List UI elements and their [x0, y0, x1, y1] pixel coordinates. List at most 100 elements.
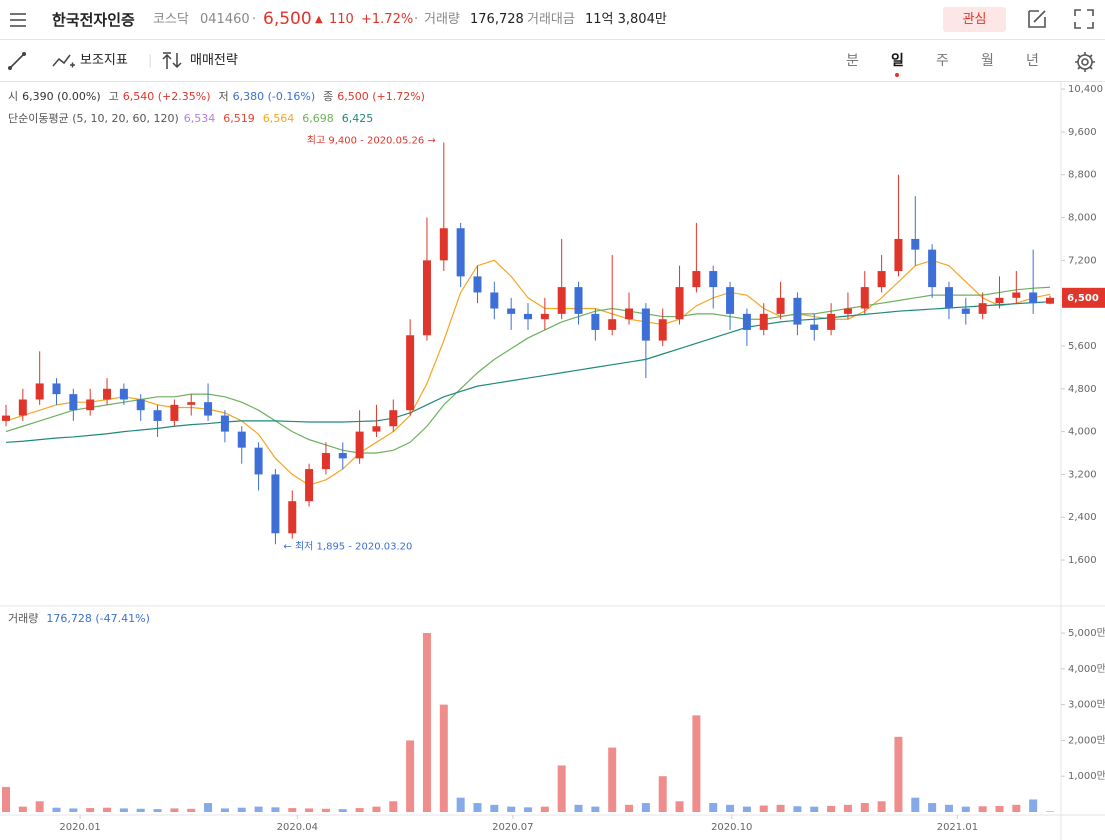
volume-bar — [995, 805, 1004, 812]
menu-icon[interactable] — [8, 10, 28, 30]
selected-dot — [895, 73, 899, 77]
volume-bar — [372, 806, 381, 812]
candle-body — [1029, 292, 1038, 304]
volume-bar — [827, 805, 836, 812]
ohlc-label: 고 — [108, 90, 119, 103]
volume: 176,728 — [470, 12, 524, 27]
volume-bar — [877, 801, 886, 812]
amount-label: 거래대금 — [527, 12, 575, 27]
candle-body — [608, 319, 617, 330]
ohlc-value: 6,390 (0.00%) — [22, 90, 101, 103]
volume-bar — [220, 808, 229, 812]
volume-bar — [776, 804, 785, 812]
settings-icon[interactable] — [1074, 51, 1096, 73]
candle-body — [490, 292, 499, 309]
volume-bar — [254, 806, 263, 812]
ohlc-label: 저 — [218, 90, 229, 103]
change: 110 — [329, 12, 354, 27]
candle-body — [136, 399, 145, 411]
low-annotation: ← 최저 1,895 - 2020.03.20 — [283, 540, 412, 552]
candle-body — [439, 228, 448, 261]
ohlc-value: 6,500 (+1.72%) — [337, 90, 425, 103]
ma-line — [5, 259, 1051, 486]
volume-bar — [658, 776, 667, 812]
indicator-icon[interactable] — [52, 52, 76, 70]
volume-bar — [1012, 804, 1021, 812]
volume-bar — [793, 806, 802, 812]
volume-bar — [944, 804, 953, 812]
candle-body — [389, 410, 398, 427]
volume-bar — [726, 804, 735, 812]
dot: · — [414, 12, 419, 27]
volume-bar — [557, 765, 566, 812]
candle-body — [557, 287, 566, 314]
volume-bar — [540, 806, 549, 812]
volume-bar — [35, 801, 44, 812]
y-tick-label: 4,000 — [1068, 427, 1097, 438]
y-tick-label: 2,000만 — [1068, 734, 1105, 746]
volume-bar — [641, 803, 650, 812]
candle-body — [860, 287, 869, 309]
x-tick-label: 2020.01 — [59, 822, 100, 833]
y-tick-label: 3,000만 — [1068, 699, 1105, 711]
volume-bar — [961, 806, 970, 812]
period-tab[interactable]: 년 — [1026, 53, 1039, 69]
amount: 11억 3,804만 — [585, 12, 667, 27]
candle-body — [1012, 292, 1021, 298]
code: 041460 — [200, 12, 250, 27]
volume-bar — [473, 803, 482, 812]
candle-body — [220, 415, 229, 432]
volume-bar — [911, 797, 920, 812]
volume-bar — [574, 804, 583, 812]
y-tick-label: 2,400 — [1068, 512, 1097, 523]
volume-bar — [860, 803, 869, 812]
candle-body — [709, 271, 718, 288]
candle-body — [103, 388, 112, 400]
price-tag-label: 6,500 — [1067, 293, 1099, 304]
candle-body — [187, 402, 196, 405]
volume-bar — [170, 808, 179, 812]
volume-bar — [136, 808, 145, 812]
candle-body — [827, 313, 836, 330]
period-tab[interactable]: 주 — [936, 53, 949, 69]
candle-body — [119, 388, 128, 400]
volume-bar — [524, 807, 532, 812]
candle-body — [894, 238, 903, 272]
candle-body — [170, 404, 179, 421]
change-pct: +1.72% — [361, 12, 414, 27]
candle-body — [204, 402, 213, 416]
period-tab[interactable]: 일 — [891, 53, 904, 69]
volume-bar — [507, 806, 516, 812]
volume-bar — [355, 808, 364, 812]
volume-bar — [422, 633, 431, 812]
volume-bar — [52, 807, 61, 812]
draw-tool[interactable] — [7, 51, 27, 71]
period-tab[interactable]: 분 — [846, 53, 859, 69]
volume-bar — [389, 801, 398, 812]
candle-body — [625, 308, 634, 320]
candle-body — [742, 313, 751, 330]
strategy-icon[interactable] — [162, 52, 186, 70]
volume-bar — [204, 803, 213, 812]
ma-value: 6,698 — [302, 112, 334, 125]
candle-body — [961, 308, 970, 314]
watch-button[interactable]: 관심 — [943, 7, 1006, 32]
volume-bar — [406, 740, 415, 812]
candle-body — [944, 287, 953, 309]
header: 한국전자인증 코스닥 041460 · 6,500 ▲ 110 +1.72% ·… — [0, 0, 1105, 40]
candle-body — [254, 447, 263, 475]
candle-body — [911, 238, 920, 250]
strategy-button[interactable]: 매매전략 — [190, 53, 238, 68]
volume-bar — [103, 807, 112, 812]
volume-bar — [86, 808, 95, 812]
period-tab[interactable]: 월 — [981, 53, 994, 69]
fullscreen-icon[interactable] — [1073, 8, 1095, 30]
chart: 10,400 9,600 8,800 8,000 7,200 5,600 4,800 4,00… — [0, 82, 1105, 840]
candle-body — [321, 453, 330, 470]
ma-line — [5, 301, 1051, 443]
candle-body — [793, 297, 802, 325]
volume-bar — [288, 808, 297, 812]
volume-bar — [439, 704, 448, 812]
edit-icon[interactable] — [1026, 8, 1048, 30]
indicator-button[interactable]: 보조지표 — [80, 53, 128, 68]
